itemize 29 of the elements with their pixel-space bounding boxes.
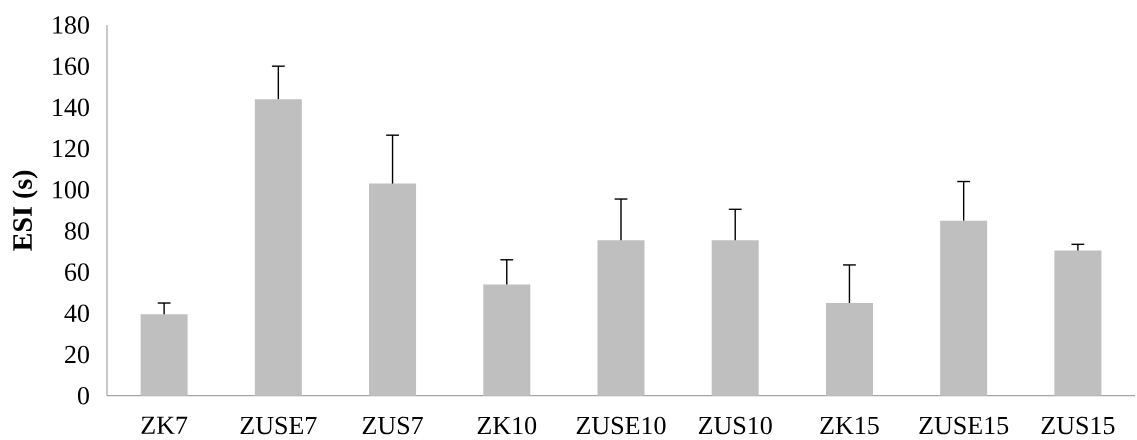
y-tick-label: 120: [53, 139, 89, 158]
y-tick-label: 20: [65, 345, 89, 364]
x-tick-label: ZUS7: [362, 416, 423, 435]
bar: [1054, 250, 1102, 396]
bar: [597, 240, 645, 396]
x-tick-label: ZUS15: [1041, 416, 1115, 435]
x-tick-label: ZUSE7: [240, 416, 317, 435]
y-tick-label: 100: [53, 180, 89, 199]
bar: [711, 240, 759, 396]
bar: [483, 284, 531, 396]
y-tick-label: 40: [64, 304, 89, 323]
y-tick-label: 140: [53, 98, 89, 117]
y-tick-label: 80: [64, 222, 89, 240]
x-tick-label: ZUSE15: [919, 416, 1009, 435]
y-tick-label: 180: [53, 16, 89, 34]
y-tick-label: 60: [65, 263, 89, 281]
bar: [940, 220, 988, 396]
x-tick-label: ZK10: [477, 416, 537, 435]
x-tick-label: ZK15: [820, 416, 879, 435]
y-tick-label: 160: [53, 57, 89, 75]
x-tick-label: ZUS10: [698, 416, 772, 435]
y-axis-title: ESI (s): [12, 170, 38, 251]
bar: [369, 183, 417, 396]
x-tick-label: ZK7: [141, 416, 188, 434]
bar: [825, 303, 873, 396]
bar: [254, 99, 302, 396]
y-tick-label: 0: [77, 386, 89, 405]
bar: [140, 314, 188, 396]
x-tick-label: ZUSE10: [576, 416, 666, 435]
